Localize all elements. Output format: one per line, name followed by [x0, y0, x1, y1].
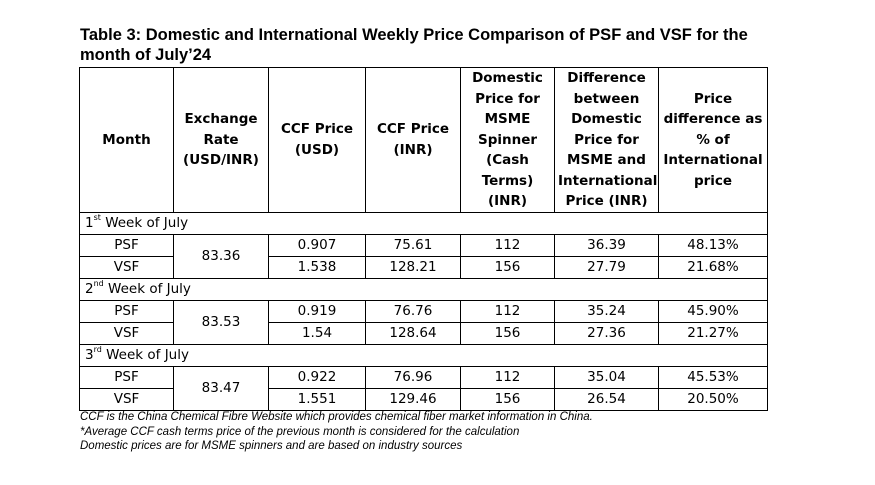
table-row: VSF 1.538 128.21 156 27.79 21.68%	[79, 255, 768, 279]
week-header-row: 3rd Week of July	[79, 343, 768, 367]
ccf-usd-cell: 1.551	[268, 387, 366, 411]
domestic-price-cell: 112	[460, 233, 555, 257]
product-cell: PSF	[79, 299, 174, 323]
price-comparison-table: Month Exchange Rate (USD/INR) CCF Price …	[79, 67, 768, 411]
table-notes: CCF is the China Chemical Fibre Website …	[80, 410, 780, 454]
ccf-usd-cell: 0.919	[268, 299, 366, 323]
ccf-inr-cell: 128.64	[365, 321, 461, 345]
pct-cell: 48.13%	[658, 233, 768, 257]
pct-cell: 21.27%	[658, 321, 768, 345]
difference-cell: 35.24	[554, 299, 659, 323]
ccf-inr-cell: 129.46	[365, 387, 461, 411]
pct-cell: 21.68%	[658, 255, 768, 279]
header-month: Month	[79, 67, 174, 213]
header-ccf-inr: CCF Price (INR)	[365, 67, 461, 213]
domestic-price-cell: 112	[460, 299, 555, 323]
note-domestic-prices: Domestic prices are for MSME spinners an…	[80, 440, 463, 452]
ccf-inr-cell: 128.21	[365, 255, 461, 279]
domestic-price-cell: 112	[460, 365, 555, 389]
pct-cell: 20.50%	[658, 387, 768, 411]
ccf-usd-cell: 1.538	[268, 255, 366, 279]
header-difference: Difference between Domestic Price for MS…	[554, 67, 659, 213]
difference-cell: 27.79	[554, 255, 659, 279]
week-label: 1st Week of July	[79, 211, 768, 235]
product-cell: VSF	[79, 321, 174, 345]
exchange-rate-cell: 83.47	[173, 365, 269, 411]
header-domestic-price: Domestic Price for MSME Spinner (Cash Te…	[460, 67, 555, 213]
week-label: 3rd Week of July	[79, 343, 768, 367]
product-cell: PSF	[79, 365, 174, 389]
ccf-inr-cell: 76.96	[365, 365, 461, 389]
pct-cell: 45.53%	[658, 365, 768, 389]
table-row: PSF 83.36 0.907 75.61 112 36.39 48.13%	[79, 233, 768, 279]
table-title: Table 3: Domestic and International Week…	[80, 26, 748, 64]
ccf-inr-cell: 76.76	[365, 299, 461, 323]
week-header-row: 1st Week of July	[79, 211, 768, 235]
ccf-usd-cell: 0.922	[268, 365, 366, 389]
domestic-price-cell: 156	[460, 321, 555, 345]
difference-cell: 27.36	[554, 321, 659, 345]
pct-cell: 45.90%	[658, 299, 768, 323]
week-label: 2nd Week of July	[79, 277, 768, 301]
note-ccf-source: CCF is the China Chemical Fibre Website …	[80, 411, 593, 423]
table-row: VSF 1.551 129.46 156 26.54 20.50%	[79, 387, 768, 411]
exchange-rate-cell: 83.53	[173, 299, 269, 345]
header-row: Month Exchange Rate (USD/INR) CCF Price …	[79, 67, 768, 213]
header-ccf-usd: CCF Price (USD)	[268, 67, 366, 213]
note-average-calculation: *Average CCF cash terms price of the pre…	[80, 425, 520, 438]
table-row: VSF 1.54 128.64 156 27.36 21.27%	[79, 321, 768, 345]
ccf-usd-cell: 1.54	[268, 321, 366, 345]
week-header-row: 2nd Week of July	[79, 277, 768, 301]
difference-cell: 35.04	[554, 365, 659, 389]
table-row: PSF 83.47 0.922 76.96 112 35.04 45.53%	[79, 365, 768, 411]
domestic-price-cell: 156	[460, 387, 555, 411]
ccf-usd-cell: 0.907	[268, 233, 366, 257]
difference-cell: 26.54	[554, 387, 659, 411]
table-row: PSF 83.53 0.919 76.76 112 35.24 45.90%	[79, 299, 768, 345]
ccf-inr-cell: 75.61	[365, 233, 461, 257]
difference-cell: 36.39	[554, 233, 659, 257]
header-price-difference-pct: Price difference as % of International p…	[658, 67, 768, 213]
header-exchange-rate: Exchange Rate (USD/INR)	[173, 67, 269, 213]
product-cell: VSF	[79, 255, 174, 279]
product-cell: VSF	[79, 387, 174, 411]
exchange-rate-cell: 83.36	[173, 233, 269, 279]
domestic-price-cell: 156	[460, 255, 555, 279]
product-cell: PSF	[79, 233, 174, 257]
